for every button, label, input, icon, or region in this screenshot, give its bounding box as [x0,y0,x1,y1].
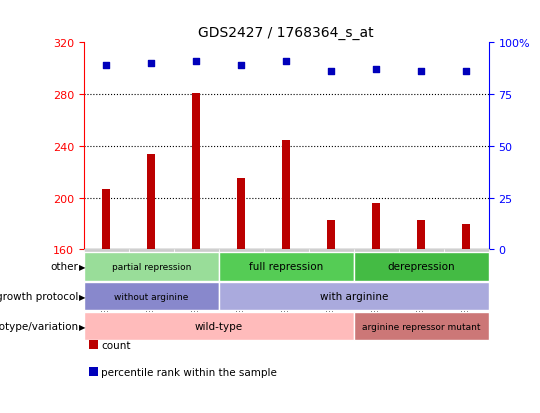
Point [462,69,470,76]
Text: arginine repressor mutant: arginine repressor mutant [362,322,481,331]
Bar [372,203,380,250]
Text: ▶: ▶ [79,262,86,271]
Text: percentile rank within the sample: percentile rank within the sample [101,367,277,377]
Text: partial repression: partial repression [112,262,191,271]
Text: ▶: ▶ [79,322,86,331]
Point [372,67,381,74]
Text: derepression: derepression [387,262,455,272]
Point [192,59,200,65]
Point [102,63,111,69]
Text: ▶: ▶ [79,292,86,301]
Bar [462,224,470,250]
Text: count: count [101,340,131,350]
Text: wild-type: wild-type [194,321,243,331]
Text: genotype/variation: genotype/variation [0,321,78,331]
Bar [327,220,335,250]
Text: growth protocol: growth protocol [0,292,78,301]
Point [282,59,291,65]
Text: with arginine: with arginine [320,292,388,301]
Text: without arginine: without arginine [114,292,188,301]
Title: GDS2427 / 1768364_s_at: GDS2427 / 1768364_s_at [198,26,374,40]
Point [237,63,246,69]
Bar [282,140,291,250]
Bar [102,189,110,250]
Point [327,69,335,76]
Point [147,61,156,67]
Bar [237,179,245,250]
Bar [417,220,426,250]
Point [417,69,426,76]
Bar [147,154,156,250]
Text: other: other [50,262,78,272]
Text: full repression: full repression [249,262,323,272]
Bar [192,94,200,250]
